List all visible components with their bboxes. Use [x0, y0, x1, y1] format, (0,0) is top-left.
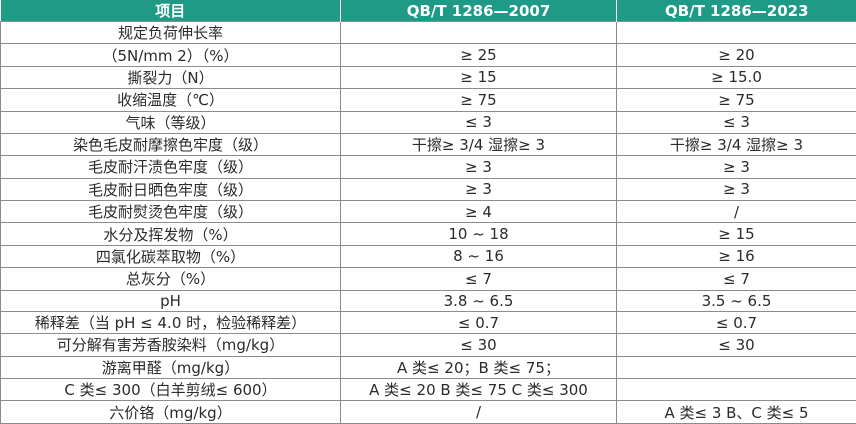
item-cell: 可分解有害芳香胺染料（mg/kg） [0, 333, 341, 357]
header-std-2007: QB/T 1286—2007 [340, 0, 617, 22]
table-row: 毛皮耐熨烫色牢度（级） ≥ 4/ [0, 199, 856, 224]
std-2023-cell [616, 377, 856, 402]
header-item: 项目 [0, 0, 341, 22]
item-cell: 毛皮耐熨烫色牢度（级） [0, 199, 341, 224]
std-2007-cell: ≥ 3 [340, 177, 617, 202]
item-cell: pH [0, 289, 341, 312]
item-cell: 稀释差（当 pH ≤ 4.0 时，检验稀释差） [0, 310, 341, 335]
std-2023-cell: ≥ 15.0 [616, 65, 856, 90]
std-2023-cell: A 类≤ 3 B、C 类≤ 5 [616, 400, 856, 424]
std-2007-cell: 10 ~ 18 [340, 222, 617, 246]
std-2023-cell [616, 20, 856, 45]
item-cell: 撕裂力（N） [0, 65, 341, 90]
std-2007-cell: / [340, 400, 617, 424]
std-2007-cell: A 类≤ 20 B 类≤ 75 C 类≤ 300 [340, 377, 617, 402]
std-2007-cell: ≥ 3 [340, 155, 617, 179]
std-2023-cell: ≥ 3 [616, 177, 856, 202]
table-row: 气味（等级） ≤ 3 ≤ 3 [0, 110, 856, 134]
std-2007-cell: ≤ 3 [340, 110, 617, 134]
table-row: 规定负荷伸长率 [0, 20, 856, 45]
item-cell: 气味（等级） [0, 110, 341, 134]
std-2023-cell: ≤ 7 [616, 267, 856, 291]
table-row: 可分解有害芳香胺染料（mg/kg） ≤ 30 ≤ 30 [0, 333, 856, 357]
table-row: 毛皮耐汗渍色牢度（级） ≥ 3 ≥ 3 [0, 155, 856, 179]
item-cell: 染色毛皮耐摩擦色牢度（级） [0, 132, 341, 157]
std-2023-cell: ≥ 16 [616, 244, 856, 269]
item-cell: C 类≤ 300（白羊剪绒≤ 600） [0, 377, 341, 402]
table-header-row: 项目 QB/T 1286—2007 QB/T 1286—2023 [0, 0, 856, 22]
std-2007-cell: ≤ 0.7 [340, 310, 617, 335]
item-cell: 总灰分（%） [0, 267, 341, 291]
std-2007-cell: ≤ 7 [340, 267, 617, 291]
table-row: 游离甲醛（mg/kg） A 类≤ 20；B 类≤ 75； [0, 355, 856, 379]
table-row: 收缩温度（℃） ≥ 75 ≥ 75 [0, 88, 856, 112]
table-body: 规定负荷伸长率 （5N/mm 2）（%） ≥ 25 ≥ 20 撕裂力（N） ≥ 15 ≥ 1… [0, 20, 856, 424]
std-2007-cell: ≥ 15 [340, 65, 617, 90]
item-cell: 规定负荷伸长率 [0, 20, 341, 45]
std-2007-cell: 8 ~ 16 [340, 244, 617, 269]
item-cell: 收缩温度（℃） [0, 88, 341, 112]
table-row: pH 3.8 ~ 6.5 3.5 ~ 6.5 [0, 289, 856, 312]
std-2023-cell: ≥ 20 [616, 43, 856, 67]
table-row: 撕裂力（N） ≥ 15 ≥ 15.0 [0, 65, 856, 90]
item-cell: 游离甲醛（mg/kg） [0, 355, 341, 379]
std-2023-cell: ≤ 30 [616, 333, 856, 357]
std-2023-cell: ≥ 3 [616, 155, 856, 179]
std-2007-cell: 3.8 ~ 6.5 [340, 289, 617, 312]
std-2007-cell: A 类≤ 20；B 类≤ 75； [340, 355, 617, 379]
std-2023-cell: 干擦≥ 3/4 湿擦≥ 3 [616, 132, 856, 157]
table-row: 染色毛皮耐摩擦色牢度（级） 干擦≥ 3/4 湿擦≥ 3 干擦≥ 3/4 湿擦≥ 3 [0, 132, 856, 157]
table-row: 毛皮耐日晒色牢度（级） ≥ 3 ≥ 3 [0, 177, 856, 202]
item-cell: 水分及挥发物（%） [0, 222, 341, 246]
std-2023-cell: 3.5 ~ 6.5 [616, 289, 856, 312]
header-std-2023: QB/T 1286—2023 [616, 0, 856, 22]
table-row: 四氯化碳萃取物（%） 8 ~ 16 ≥ 16 [0, 244, 856, 269]
std-2023-cell: ≤ 3 [616, 110, 856, 134]
item-cell: 毛皮耐汗渍色牢度（级） [0, 155, 341, 179]
table-row: （5N/mm 2）（%） ≥ 25 ≥ 20 [0, 43, 856, 67]
table-row: 水分及挥发物（%） 10 ~ 18 ≥ 15 [0, 222, 856, 246]
table-row: 总灰分（%） ≤ 7 ≤ 7 [0, 267, 856, 291]
item-cell: （5N/mm 2）（%） [0, 43, 341, 67]
std-2007-cell: ≥ 25 [340, 43, 617, 67]
std-2007-cell [340, 20, 617, 45]
table-row: C 类≤ 300（白羊剪绒≤ 600） A 类≤ 20 B 类≤ 75 C 类≤ … [0, 377, 856, 402]
std-2007-cell: ≤ 30 [340, 333, 617, 357]
table-row: 六价铬（mg/kg） / A 类≤ 3 B、C 类≤ 5 [0, 400, 856, 424]
std-2023-cell: ≥ 75 [616, 88, 856, 112]
std-2007-cell: 干擦≥ 3/4 湿擦≥ 3 [340, 132, 617, 157]
std-2023-cell: / [616, 199, 856, 224]
item-cell: 毛皮耐日晒色牢度（级） [0, 177, 341, 202]
std-2007-cell: ≥ 4 [340, 199, 617, 224]
table-row: 稀释差（当 pH ≤ 4.0 时，检验稀释差） ≤ 0.7 ≤ 0.7 [0, 310, 856, 335]
std-2023-cell [616, 355, 856, 379]
std-2023-cell: ≥ 15 [616, 222, 856, 246]
std-2007-cell: ≥ 75 [340, 88, 617, 112]
item-cell: 六价铬（mg/kg） [0, 400, 341, 424]
std-2023-cell: ≤ 0.7 [616, 310, 856, 335]
item-cell: 四氯化碳萃取物（%） [0, 244, 341, 269]
